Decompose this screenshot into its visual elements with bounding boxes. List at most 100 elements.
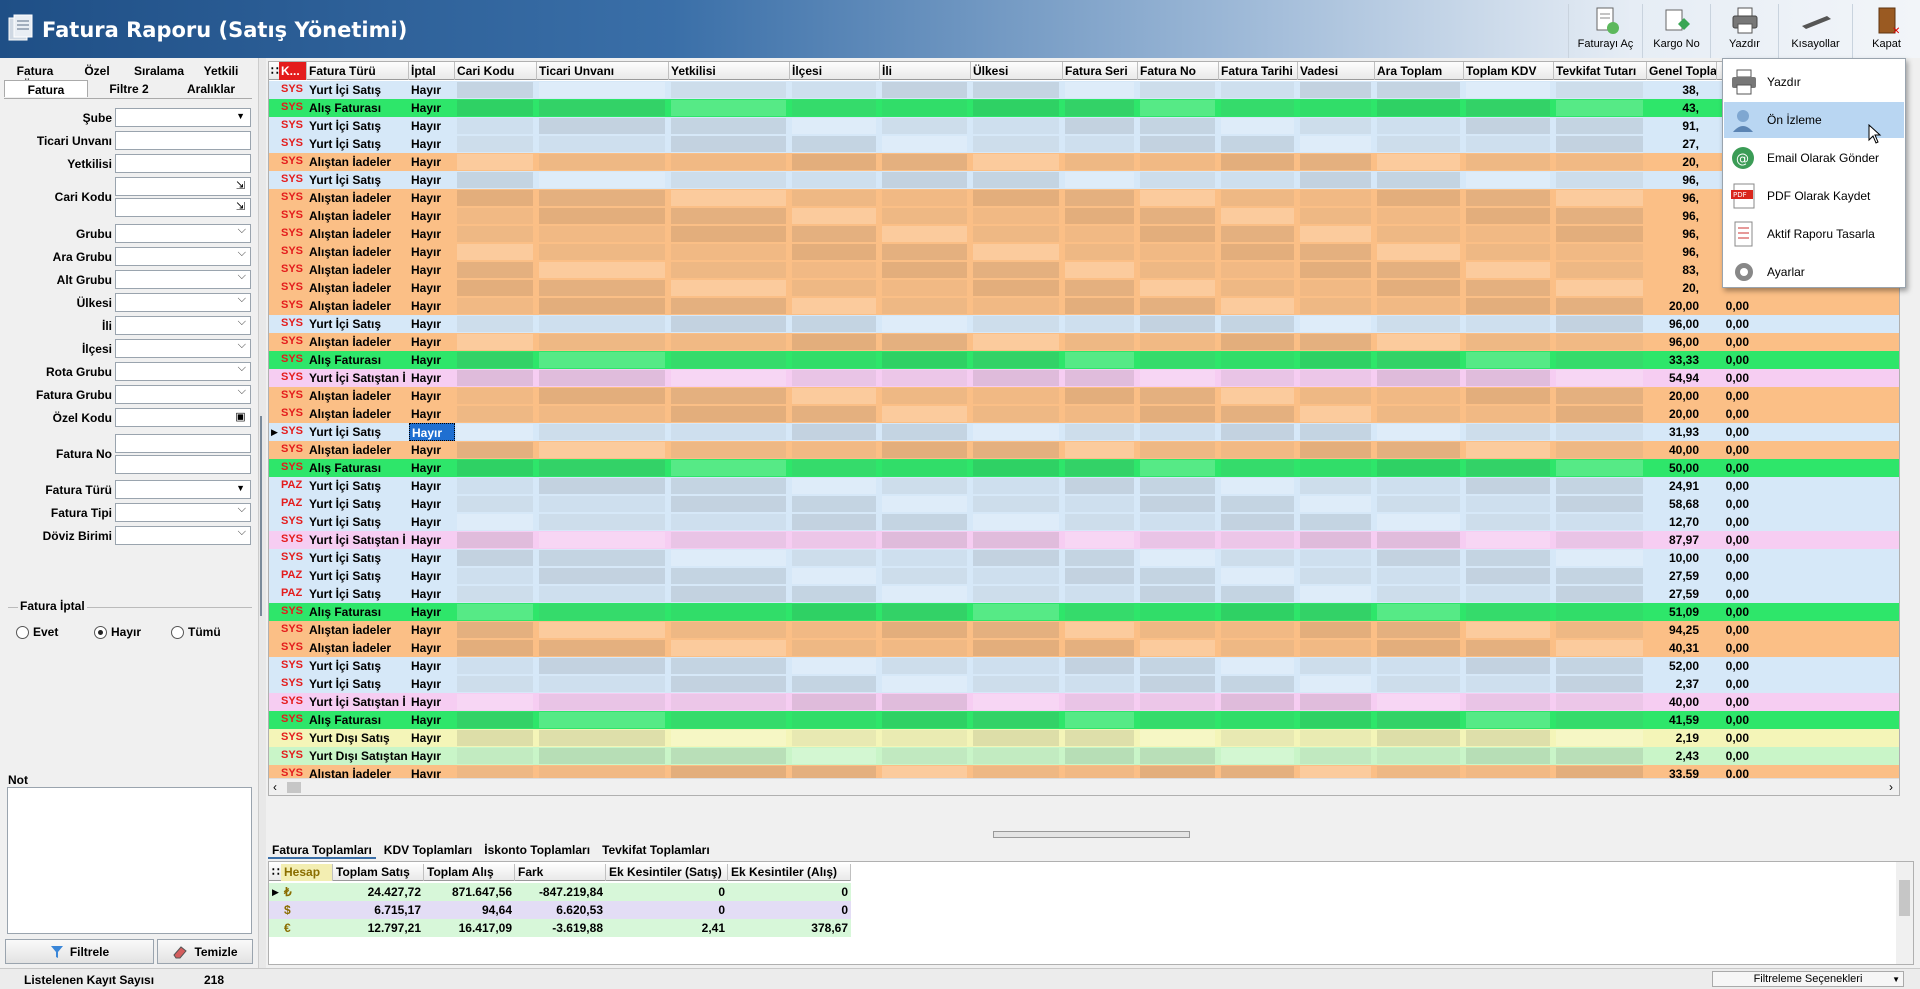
cell-genel-toplam[interactable]: 38, [1682, 83, 1699, 97]
table-row[interactable]: PAZ Yurt İçi Satış Hayır 58,68 0,00 [269, 495, 1899, 513]
cell-tevkifat[interactable]: 0,00 [1725, 407, 1749, 421]
cell-k[interactable]: PAZ [281, 587, 303, 599]
cell-fatura-turu[interactable]: Yurt İçi Satış [309, 677, 382, 691]
ozel-kodu-input[interactable]: ▣ [115, 408, 251, 427]
cell-tevkifat[interactable]: 0,00 [1725, 587, 1749, 601]
cell-genel-toplam[interactable]: 24,91 [1668, 479, 1699, 493]
cell-genel-toplam[interactable]: 27, [1682, 137, 1699, 151]
totals-column-header[interactable]: Ek Kesintiler (Alış) [728, 864, 851, 881]
panel-splitter[interactable] [258, 58, 266, 968]
radio-tumu[interactable]: Tümü [171, 625, 221, 639]
cell-k[interactable]: SYS [281, 389, 304, 401]
cell-iptal[interactable]: Hayır [411, 587, 442, 601]
cell-genel-toplam[interactable]: 20, [1682, 155, 1699, 169]
table-row[interactable]: SYS Yurt İçi Satıştan İ Hayır 54,94 0,00 [269, 369, 1899, 387]
totals-cell-hesap[interactable]: € [284, 921, 291, 935]
horizontal-scrollbar[interactable]: ‹ › [269, 778, 1899, 795]
cell-genel-toplam[interactable]: 52,00 [1668, 659, 1699, 673]
cell-fatura-turu[interactable]: Alıştan İadeler [309, 299, 392, 313]
table-row[interactable]: SYS Alıştan İadeler Hayır 40,00 0,00 [269, 441, 1899, 459]
column-header[interactable]: Fatura Seri [1063, 62, 1138, 80]
cell-genel-toplam[interactable]: 96, [1682, 209, 1699, 223]
table-row[interactable]: SYS Yurt İçi Satış Hayır 2,37 0,00 [269, 675, 1899, 693]
table-row[interactable]: SYS Yurt İçi Satış Hayır 27, [269, 135, 1899, 153]
cell-genel-toplam[interactable]: 58,68 [1668, 497, 1699, 511]
cell-iptal[interactable]: Hayır [411, 461, 442, 475]
cell-genel-toplam[interactable]: 12,70 [1668, 515, 1699, 529]
totals-column-header[interactable]: Hesap [281, 864, 333, 881]
cell-iptal[interactable]: Hayır [411, 155, 442, 169]
cell-genel-toplam[interactable]: 40,00 [1668, 695, 1699, 709]
cell-k[interactable]: SYS [281, 119, 304, 131]
cell-tevkifat[interactable]: 0,00 [1725, 641, 1749, 655]
cell-fatura-turu[interactable]: Alıştan İadeler [309, 245, 392, 259]
table-row[interactable]: SYS Alış Faturası Hayır 43, [269, 99, 1899, 117]
print-button[interactable]: Yazdır [1710, 4, 1778, 58]
table-row[interactable]: SYS Yurt İçi Satış Hayır 38, [269, 81, 1899, 99]
cell-tevkifat[interactable]: 0,00 [1725, 299, 1749, 313]
cell-fatura-turu[interactable]: Alış Faturası [309, 461, 382, 475]
totals-column-header[interactable]: Ek Kesintiler (Satış) [606, 864, 728, 881]
table-row[interactable]: SYS Alıştan İadeler Hayır 40,31 0,00 [269, 639, 1899, 657]
cell-iptal[interactable]: Hayır [411, 173, 442, 187]
cell-tevkifat[interactable]: 0,00 [1725, 677, 1749, 691]
cell-fatura-turu[interactable]: Alıştan İadeler [309, 335, 392, 349]
cell-genel-toplam[interactable]: 43, [1682, 101, 1699, 115]
totals-cell-fark[interactable]: 6.620,53 [556, 903, 603, 917]
totals-row[interactable]: $6.715,17 94,64 6.620,53 0 0 [269, 901, 851, 919]
cell-k[interactable]: SYS [281, 641, 304, 653]
totals-row[interactable]: ▶ ₺ 24.427,72 871.647,56 -847.219,84 0 0 [269, 883, 851, 901]
tab-fatura-toplamlari[interactable]: Fatura Toplamları [268, 841, 376, 859]
table-row[interactable]: SYS Alış Faturası Hayır 51,09 0,00 [269, 603, 1899, 621]
totals-vertical-scrollbar[interactable] [1896, 862, 1913, 964]
cell-tevkifat[interactable]: 0,00 [1725, 497, 1749, 511]
cell-fatura-turu[interactable]: Yurt İçi Satış [309, 479, 382, 493]
cell-k[interactable]: SYS [281, 227, 304, 239]
cell-k[interactable]: SYS [281, 101, 304, 113]
cari-kodu-start-input[interactable]: ⇲ [115, 177, 251, 196]
table-row[interactable]: SYS Alıştan İadeler Hayır 20,00 0,00 [269, 405, 1899, 423]
cell-fatura-turu[interactable]: Yurt İçi Satış [309, 83, 382, 97]
menu-item-email[interactable]: @ Email Olarak Gönder [1724, 140, 1904, 176]
cell-genel-toplam[interactable]: 20,00 [1668, 299, 1699, 313]
cell-tevkifat[interactable]: 0,00 [1725, 551, 1749, 565]
totals-cell-ek-satis[interactable]: 0 [718, 903, 725, 917]
totals-cell-satis[interactable]: 6.715,17 [374, 903, 421, 917]
doviz-birimi-select[interactable] [115, 526, 251, 545]
lookup-icon[interactable]: ⇲ [235, 180, 246, 192]
column-header[interactable]: Fatura Tarihi [1219, 62, 1298, 80]
cell-k[interactable]: SYS [281, 299, 304, 311]
cell-iptal[interactable]: Hayır [411, 479, 442, 493]
table-row[interactable]: SYS Yurt İçi Satış Hayır 96, [269, 171, 1899, 189]
table-row[interactable]: SYS Alış Faturası Hayır 33,33 0,00 [269, 351, 1899, 369]
fatura-turu-select[interactable] [115, 480, 251, 499]
cell-genel-toplam[interactable]: 54,94 [1668, 371, 1699, 385]
cell-k[interactable]: SYS [281, 461, 304, 473]
table-row[interactable]: SYS Yurt İçi Satıştan İ Hayır 87,97 0,00 [269, 531, 1899, 549]
cell-tevkifat[interactable]: 0,00 [1725, 443, 1749, 457]
cell-k[interactable]: SYS [281, 677, 304, 689]
cell-iptal[interactable]: Hayır [411, 191, 442, 205]
column-header[interactable]: Cari Kodu [455, 62, 537, 80]
table-row[interactable]: SYS Yurt İçi Satış Hayır 96,00 0,00 [269, 315, 1899, 333]
table-row[interactable]: SYS Yurt İçi Satış Hayır 12,70 0,00 [269, 513, 1899, 531]
close-button[interactable]: ✕ Kapat [1852, 4, 1920, 58]
cell-k[interactable]: SYS [281, 317, 304, 329]
cell-genel-toplam[interactable]: 40,00 [1668, 443, 1699, 457]
cell-tevkifat[interactable]: 0,00 [1725, 731, 1749, 745]
cell-k[interactable]: SYS [281, 155, 304, 167]
cell-genel-toplam[interactable]: 33,33 [1668, 353, 1699, 367]
cell-genel-toplam[interactable]: 31,93 [1668, 425, 1699, 439]
totals-column-header[interactable]: Fark [515, 864, 606, 881]
fatura-grubu-select[interactable] [115, 385, 251, 404]
cell-iptal[interactable]: Hayır [411, 317, 442, 331]
cell-k[interactable]: SYS [281, 515, 304, 527]
totals-column-chooser-icon[interactable]: ∷ [272, 865, 280, 879]
table-row[interactable]: SYS Alıştan İadeler Hayır 20,00 0,00 [269, 387, 1899, 405]
totals-cell-satis[interactable]: 12.797,21 [367, 921, 421, 935]
cell-fatura-turu[interactable]: Alıştan İadeler [309, 263, 392, 277]
cell-iptal[interactable]: Hayır [411, 497, 442, 511]
cell-iptal[interactable]: Hayır [411, 605, 442, 619]
column-header[interactable]: Tevkifat Tutarı [1554, 62, 1647, 80]
column-header[interactable]: Ticari Unvanı [537, 62, 669, 80]
